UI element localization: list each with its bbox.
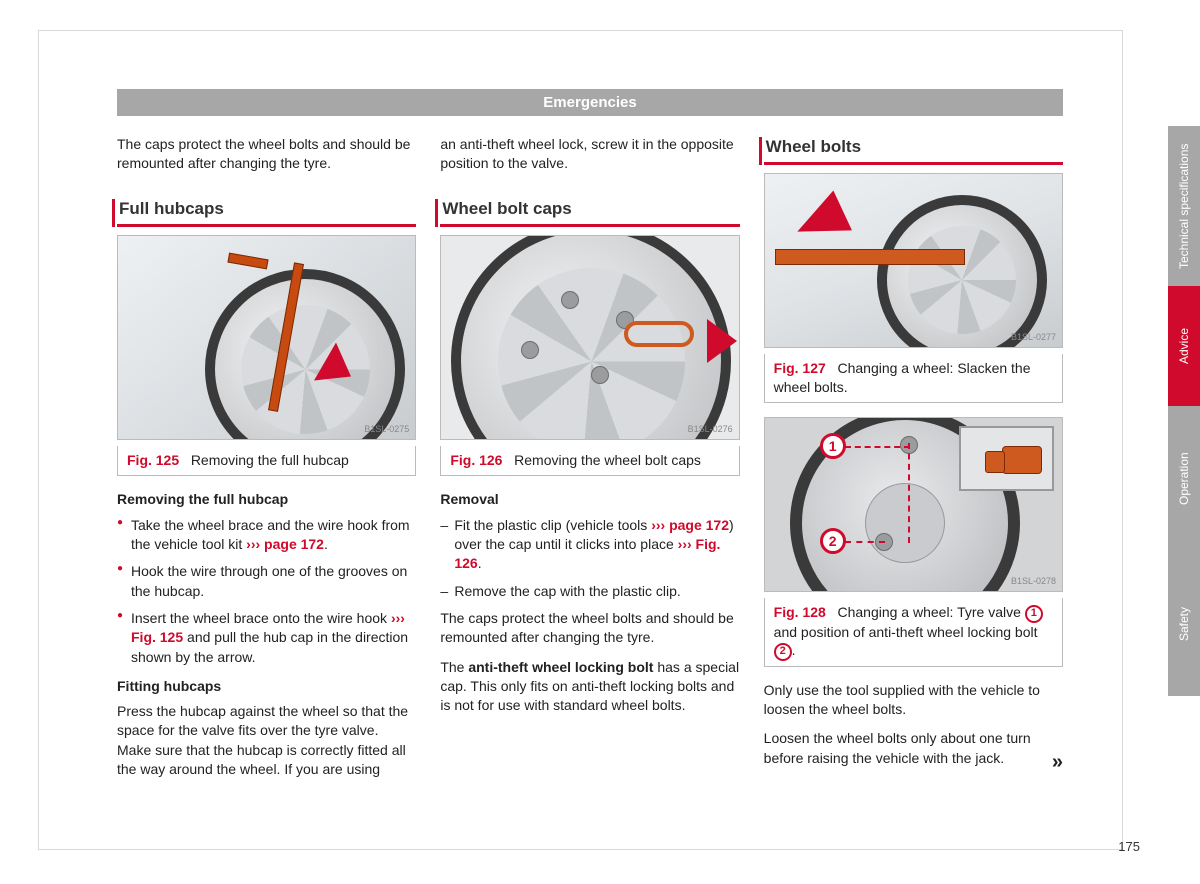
inset-box: [959, 426, 1054, 491]
bold-text: anti-theft wheel locking bolt: [468, 659, 653, 675]
dash-item: Fit the plastic clip (vehicle tools ››› …: [440, 516, 739, 574]
tab-technical-specifications[interactable]: Technical specifications: [1168, 126, 1200, 286]
image-id: B1SL-0277: [1011, 331, 1056, 343]
page-header: Emergencies: [117, 89, 1063, 116]
page-number: 175: [1118, 839, 1140, 854]
para-anti-theft: The anti-theft wheel locking bolt has a …: [440, 658, 739, 716]
fig-caption-text: Removing the wheel bolt caps: [514, 452, 701, 468]
section-title-wheel-bolts: Wheel bolts: [764, 135, 1063, 165]
badge-1: 1: [1025, 605, 1043, 623]
arrow-icon: [788, 191, 852, 252]
col2-intro-text: an anti-theft wheel lock, screw it in th…: [440, 135, 739, 175]
para-fitting: Press the hubcap against the wheel so th…: [117, 702, 416, 779]
figure-128-caption: Fig. 128 Changing a wheel: Tyre valve 1 …: [764, 598, 1063, 666]
brace-handle-illustration: [227, 253, 268, 270]
tab-operation[interactable]: Operation: [1168, 406, 1200, 551]
para-loosen-bolts: Loosen the wheel bolts only about one tu…: [764, 729, 1063, 768]
callout-line: [845, 446, 910, 448]
figure-128: 1 2 B1SL-0278: [764, 417, 1063, 592]
section-title-wheel-bolt-caps: Wheel bolt caps: [440, 197, 739, 227]
side-tabs: Technical specifications Advice Operatio…: [1168, 126, 1200, 696]
wrench-bar-illustration: [775, 249, 965, 265]
arrow-icon: [707, 319, 737, 363]
page-header-title: Emergencies: [543, 94, 636, 111]
subheading-removing-hubcap: Removing the full hubcap: [117, 490, 416, 509]
section-title-full-hubcaps: Full hubcaps: [117, 197, 416, 227]
para-tool-supplied: Only use the tool supplied with the vehi…: [764, 681, 1063, 720]
callout-line: [845, 541, 885, 543]
hub-illustration: [865, 483, 945, 563]
figure-125-caption: Fig. 125 Removing the full hubcap: [117, 446, 416, 476]
bullet-item: Insert the wheel brace onto the wire hoo…: [117, 609, 416, 667]
badge-2: 2: [774, 643, 792, 661]
xref-page-172[interactable]: ››› page 172: [651, 517, 729, 533]
figure-126-caption: Fig. 126 Removing the wheel bolt caps: [440, 446, 739, 476]
para-caps-protect: The caps protect the wheel bolts and sho…: [440, 609, 739, 648]
subheading-fitting-hubcaps: Fitting hubcaps: [117, 677, 416, 696]
col1-intro-text: The caps protect the wheel bolts and sho…: [117, 135, 416, 175]
figure-126: B1SL-0276: [440, 235, 739, 440]
fig-caption-text: Removing the full hubcap: [191, 452, 349, 468]
tab-safety[interactable]: Safety: [1168, 551, 1200, 696]
fig-label: Fig. 128: [774, 604, 826, 620]
callout-line: [908, 443, 910, 543]
image-id: B1SL-0275: [364, 423, 409, 435]
fig-label: Fig. 125: [127, 452, 179, 468]
tab-advice[interactable]: Advice: [1168, 286, 1200, 406]
wheel-illustration: [877, 195, 1047, 348]
figure-127: B1SL-0277: [764, 173, 1063, 348]
image-id: B1SL-0276: [688, 423, 733, 435]
column-right: Wheel bolts B1SL-0277 Fig. 127 Changing …: [764, 135, 1063, 789]
callout-badge-2: 2: [820, 528, 846, 554]
dash-item: Remove the cap with the plastic clip.: [440, 582, 739, 601]
figure-127-caption: Fig. 127 Changing a wheel: Slacken the w…: [764, 354, 1063, 403]
bullet-item: Hook the wire through one of the grooves…: [117, 562, 416, 601]
adapter-illustration: [1002, 446, 1042, 474]
clip-illustration: [624, 321, 694, 347]
subheading-removal: Removal: [440, 490, 739, 509]
fig-label: Fig. 127: [774, 360, 826, 376]
continue-icon: »: [1052, 749, 1063, 777]
figure-125: B1SL-0275: [117, 235, 416, 440]
column-left: The caps protect the wheel bolts and sho…: [117, 135, 416, 789]
xref-page-172[interactable]: ››› page 172: [246, 536, 324, 552]
fig-label: Fig. 126: [450, 452, 502, 468]
wheel-illustration: [205, 269, 405, 440]
image-id: B1SL-0278: [1011, 575, 1056, 587]
content-area: The caps protect the wheel bolts and sho…: [117, 135, 1063, 789]
bullet-item: Take the wheel brace and the wire hook f…: [117, 516, 416, 555]
column-middle: an anti-theft wheel lock, screw it in th…: [440, 135, 739, 789]
callout-badge-1: 1: [820, 433, 846, 459]
